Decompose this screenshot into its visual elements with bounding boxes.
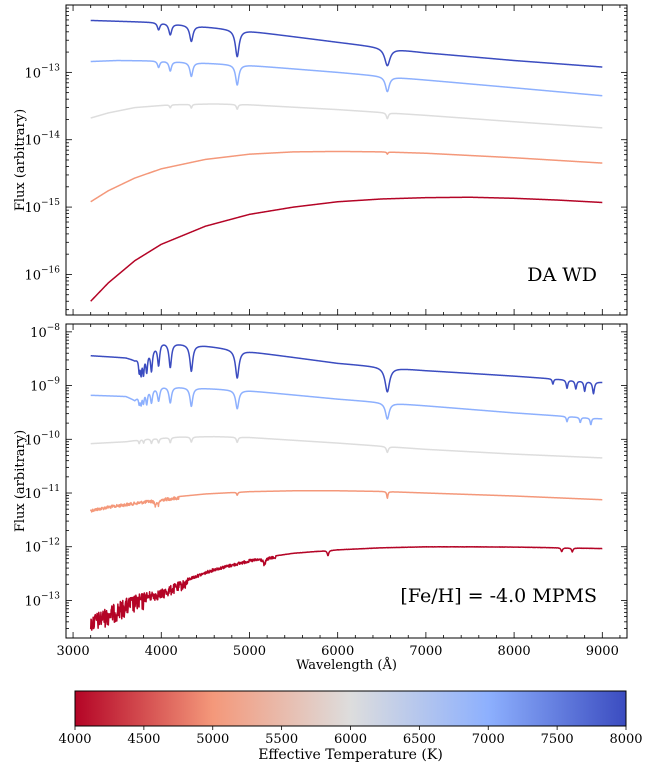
y-tick-exponent: −10 xyxy=(41,430,60,440)
y-tick-label: 10−14 xyxy=(24,131,60,149)
y-axis-label: Flux (arbitrary) xyxy=(13,430,28,532)
colorbar-tick-label: 7000 xyxy=(472,732,505,747)
panel-annotation: [Fe/H] = -4.0 MPMS xyxy=(400,585,597,607)
y-tick-label: 10−8 xyxy=(30,323,60,341)
y-tick-base: 10 xyxy=(24,487,41,502)
y-tick-base: 10 xyxy=(24,201,41,216)
series-line-6000K xyxy=(90,103,603,129)
series-line-7000K xyxy=(90,59,603,97)
panel-annotation: DA WD xyxy=(527,264,597,286)
series-line-4000K xyxy=(90,196,603,302)
bottom-panel: 3000 4000 5000 6000 7000 8000 900010−1310−1210… xyxy=(13,323,628,673)
series-line-7000K xyxy=(90,387,603,426)
series-line-8000K xyxy=(90,344,603,395)
series-line-4000K xyxy=(89,545,603,631)
y-tick-base: 10 xyxy=(30,380,47,395)
colorbar-tick-label: 6000 xyxy=(334,732,367,747)
colorbar-tick-label: 5500 xyxy=(265,732,298,747)
y-tick-label: 10−11 xyxy=(24,484,60,502)
x-tick-label: 5000 xyxy=(233,644,266,659)
y-tick-label: 10−13 xyxy=(24,591,60,609)
y-tick-exponent: −15 xyxy=(41,198,60,208)
y-tick-exponent: −16 xyxy=(41,265,60,275)
series-line-8000K xyxy=(90,19,603,68)
colorbar-tick-label: 6500 xyxy=(403,732,436,747)
y-tick-exponent: −11 xyxy=(41,484,60,494)
y-tick-base: 10 xyxy=(24,134,41,149)
x-tick-label: 7000 xyxy=(409,644,442,659)
colorbar-tick-label: 4500 xyxy=(127,732,160,747)
y-tick-exponent: −13 xyxy=(41,63,60,73)
y-tick-exponent: −8 xyxy=(47,323,61,333)
y-tick-base: 10 xyxy=(24,433,41,448)
x-tick-label: 3000 xyxy=(57,644,90,659)
colorbar-tick-label: 7500 xyxy=(541,732,574,747)
y-tick-base: 10 xyxy=(30,326,47,341)
series-line-5000K xyxy=(90,150,603,203)
colorbar: 4000 4500 5000 5500 6000 6500 7000 7500 8000 Effe… xyxy=(58,690,643,762)
x-tick-label: 4000 xyxy=(145,644,178,659)
colorbar-tick-label: 8000 xyxy=(609,732,642,747)
series-line-6000K xyxy=(90,435,603,459)
axes-frame xyxy=(65,323,628,639)
y-axis-label: Flux (arbitrary) xyxy=(13,109,28,211)
x-axis-label: Wavelength (Å) xyxy=(296,657,397,673)
y-tick-exponent: −14 xyxy=(41,131,60,141)
y-tick-label: 10−10 xyxy=(24,430,60,448)
y-tick-exponent: −13 xyxy=(41,591,60,601)
y-tick-exponent: −9 xyxy=(47,377,61,387)
x-tick-label: 9000 xyxy=(586,644,619,659)
colorbar-tick-label: 5000 xyxy=(196,732,229,747)
y-tick-label: 10−12 xyxy=(24,538,60,556)
y-tick-label: 10−16 xyxy=(24,265,60,283)
x-tick-label: 6000 xyxy=(321,644,354,659)
series-line-5000K xyxy=(89,490,603,513)
x-tick-label: 8000 xyxy=(498,644,531,659)
y-tick-base: 10 xyxy=(24,594,41,609)
y-tick-base: 10 xyxy=(24,66,41,81)
y-tick-exponent: −12 xyxy=(41,538,60,548)
y-tick-base: 10 xyxy=(24,268,41,283)
colorbar-gradient xyxy=(74,690,627,727)
y-tick-label: 10−9 xyxy=(30,377,60,395)
y-tick-base: 10 xyxy=(24,541,41,556)
y-tick-label: 10−15 xyxy=(24,198,60,216)
colorbar-label: Effective Temperature (K) xyxy=(258,747,443,762)
y-tick-label: 10−13 xyxy=(24,63,60,81)
colorbar-tick-label: 4000 xyxy=(58,732,91,747)
